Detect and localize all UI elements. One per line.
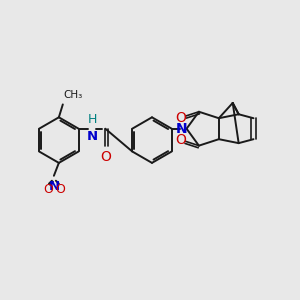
Text: O: O bbox=[55, 183, 65, 196]
Text: N: N bbox=[87, 130, 98, 143]
Text: H: H bbox=[88, 113, 97, 126]
Text: N: N bbox=[48, 180, 59, 193]
Text: O: O bbox=[176, 133, 186, 147]
Text: O: O bbox=[176, 111, 186, 124]
Text: N: N bbox=[176, 122, 188, 136]
Text: O: O bbox=[43, 183, 53, 196]
Text: O: O bbox=[100, 149, 111, 164]
Text: CH₃: CH₃ bbox=[64, 91, 83, 100]
